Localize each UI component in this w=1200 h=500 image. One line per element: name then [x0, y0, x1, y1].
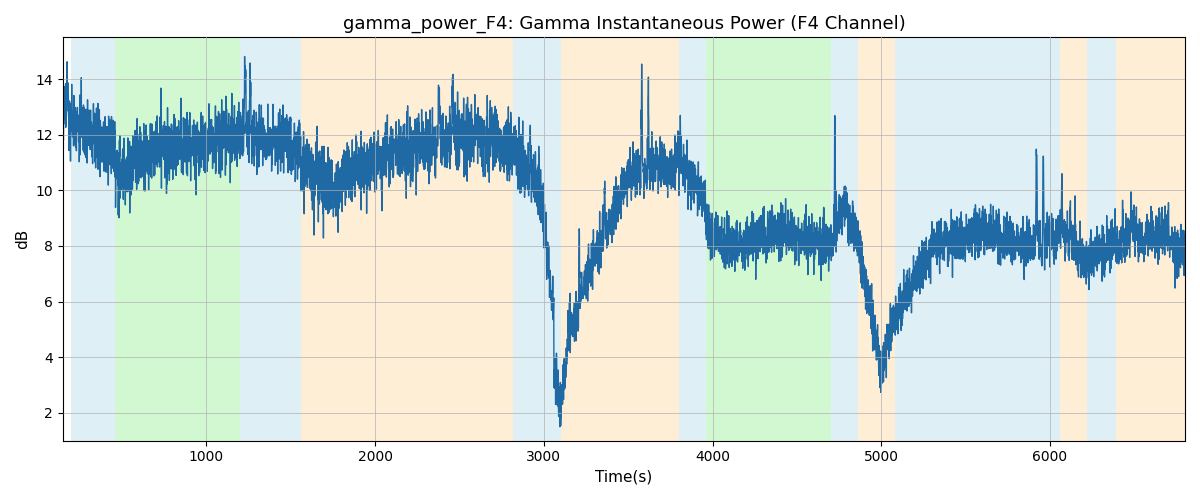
Bar	[1060, 38, 1087, 440]
Title: gamma_power_F4: Gamma Instantaneous Power (F4 Channel): gamma_power_F4: Gamma Instantaneous Powe…	[342, 15, 905, 34]
Bar	[706, 38, 830, 440]
Bar	[858, 38, 895, 440]
Bar	[240, 38, 301, 440]
X-axis label: Time(s): Time(s)	[595, 470, 653, 485]
Bar	[301, 38, 514, 440]
Bar	[830, 38, 858, 440]
Bar	[1087, 38, 1116, 440]
Bar	[514, 38, 560, 440]
Bar	[71, 38, 115, 440]
Bar	[1116, 38, 1186, 440]
Bar	[895, 38, 1060, 440]
Bar	[115, 38, 240, 440]
Bar	[679, 38, 706, 440]
Y-axis label: dB: dB	[16, 229, 30, 249]
Bar	[560, 38, 679, 440]
